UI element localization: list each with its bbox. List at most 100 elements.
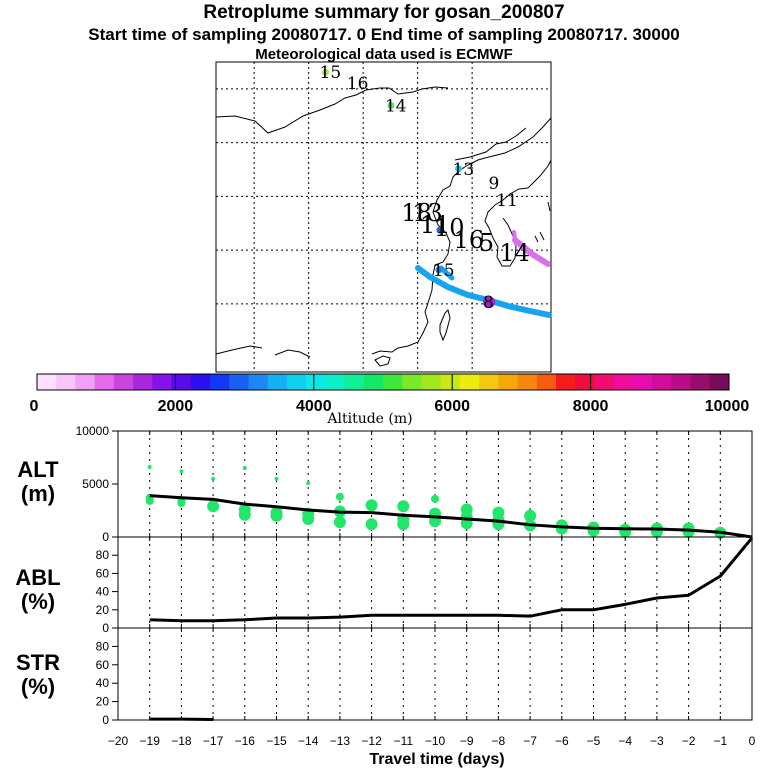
colorbar-swatch	[363, 374, 384, 390]
colorbar-swatch	[37, 374, 57, 390]
map-plume-marker	[322, 68, 330, 76]
abl-panel: 0 20 40 60 80	[96, 536, 754, 635]
map-cluster-label: 11	[496, 191, 518, 211]
altitude-cluster-point	[177, 499, 186, 508]
altitude-colorbar: 0 2000 4000 6000 8000 10000 Altitude (m)	[30, 373, 750, 427]
map-cluster-label: 9	[489, 174, 500, 194]
x-tick-label: −13	[330, 734, 351, 748]
y-tick-label: 0	[102, 621, 109, 635]
x-tick-label: −11	[394, 734, 414, 748]
str-panel-label: STR (%)	[16, 650, 60, 699]
figure-title: Retroplume summary for gosan_200807	[203, 2, 565, 23]
y-tick-label: 40	[96, 585, 110, 599]
map-cluster-label: 8	[483, 293, 494, 313]
y-tick-label: 20	[96, 603, 110, 617]
altitude-cluster-point	[587, 524, 600, 537]
x-tick-label: −3	[650, 734, 664, 748]
y-tick-label: 5000	[82, 477, 109, 491]
map-cluster-label: 5	[479, 229, 494, 257]
altitude-cluster-point	[365, 499, 378, 512]
colorbar-tick-label: 6000	[434, 398, 470, 415]
series-line	[149, 494, 753, 539]
altitude-cluster-point	[333, 516, 346, 529]
map-cluster-label: 13	[453, 160, 475, 180]
colorbar-swatch	[594, 374, 615, 390]
y-tick-label: 0	[102, 713, 109, 727]
colorbar-swatch	[517, 374, 538, 390]
x-axis-title: Travel time (days)	[369, 751, 504, 768]
y-tick-label: 80	[96, 548, 110, 562]
colorbar-swatch	[94, 374, 115, 390]
map-plume-marker	[435, 266, 443, 274]
colorbar-swatch	[440, 374, 461, 390]
x-tick-label: −6	[555, 734, 569, 748]
map-cluster-label: 15	[320, 63, 342, 83]
colorbar-swatch	[498, 374, 519, 390]
x-tick-label: −20	[108, 734, 129, 748]
colorbar-swatch	[459, 374, 480, 390]
abl-panel-label: ABL (%)	[15, 565, 61, 614]
y-tick-label: 40	[96, 676, 110, 690]
x-tick-label: −9	[460, 734, 474, 748]
x-tick-label: −8	[492, 734, 506, 748]
map-cluster-label: 16	[454, 226, 485, 254]
altitude-cluster-point	[179, 469, 184, 474]
altitude-cluster-point	[397, 500, 410, 513]
x-tick-label: −12	[361, 734, 382, 748]
colorbar-swatch	[229, 374, 249, 390]
x-tick-label: −7	[523, 734, 537, 748]
colorbar-swatch	[402, 374, 422, 390]
colorbar-swatch	[383, 374, 403, 390]
y-tick-label: 60	[96, 566, 110, 580]
altitude-cluster-point	[335, 492, 344, 501]
x-tick-label: −1	[713, 734, 727, 748]
colorbar-swatch	[709, 374, 730, 390]
altitude-cluster-point	[274, 476, 279, 481]
colorbar-swatch	[325, 374, 346, 390]
map-plume-marker	[455, 165, 463, 173]
altitude-cluster-point	[397, 518, 410, 531]
altitude-cluster-point	[302, 512, 315, 525]
colorbar-swatch	[671, 374, 692, 390]
colorbar-swatch	[56, 374, 76, 390]
x-tick-label: −19	[140, 734, 161, 748]
colorbar-swatch	[652, 374, 672, 390]
colorbar-swatch	[286, 374, 307, 390]
map-cluster-label: 14	[385, 96, 407, 116]
sampling-times: Start time of sampling 20080717. 0 End t…	[88, 25, 680, 44]
altitude-cluster-point	[431, 494, 439, 503]
x-tick-label: −16	[235, 734, 256, 748]
colorbar-swatch	[632, 374, 653, 390]
colorbar-tick-label: 10000	[705, 398, 750, 415]
altitude-cluster-point	[524, 509, 537, 522]
colorbar-swatch	[171, 374, 192, 390]
x-tick-label: −2	[682, 734, 696, 748]
colorbar-swatch	[690, 374, 711, 390]
colorbar-swatch	[248, 374, 269, 390]
colorbar-swatch	[421, 374, 442, 390]
colorbar-swatch	[113, 374, 134, 390]
x-tick-label: −4	[618, 734, 632, 748]
altitude-cluster-point	[147, 465, 152, 470]
colorbar-swatch	[556, 374, 576, 390]
x-tick-label: −10	[425, 734, 446, 748]
altitude-cluster-point	[238, 508, 251, 521]
x-tick-label: 0	[749, 734, 756, 748]
colorbar-title: Altitude (m)	[326, 411, 412, 427]
map-cluster-label: 16	[347, 74, 369, 94]
altitude-cluster-point	[242, 466, 247, 471]
altitude-cluster-point	[211, 476, 216, 481]
map-cluster-label: 18	[401, 199, 432, 227]
x-tick-label: −18	[171, 734, 192, 748]
y-tick-label: 60	[96, 658, 110, 672]
map-cluster-label: 14	[499, 239, 530, 267]
colorbar-tick-label: 8000	[573, 398, 609, 415]
colorbar-swatch	[190, 374, 211, 390]
x-tick-label: −5	[587, 734, 601, 748]
y-tick-label: 20	[96, 695, 110, 709]
altitude-cluster-point	[365, 518, 378, 531]
altitude-cluster-point	[650, 525, 663, 538]
alt-panel-label: ALT (m)	[17, 457, 59, 506]
y-tick-label: 0	[102, 530, 109, 544]
